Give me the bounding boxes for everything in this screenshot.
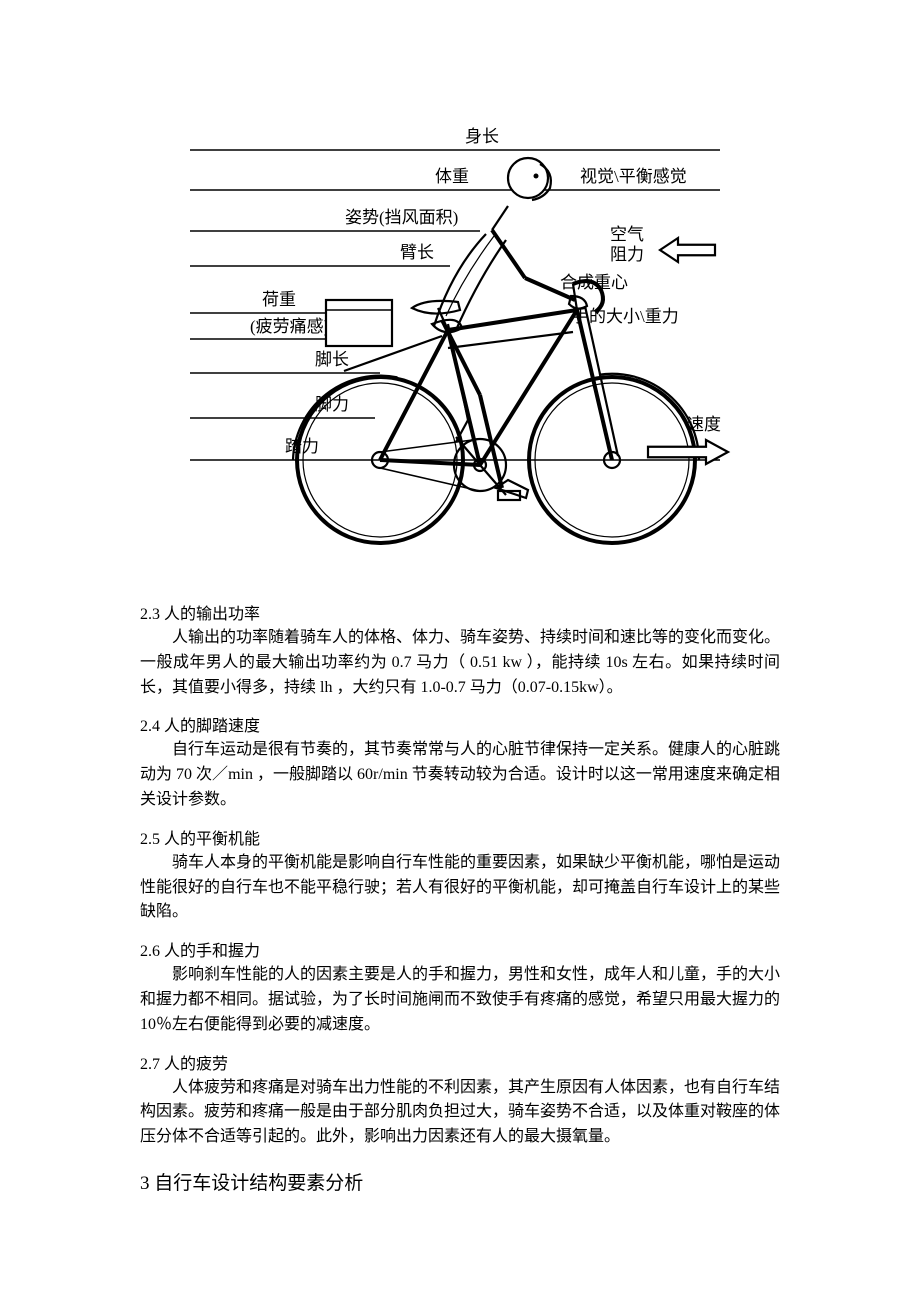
svg-text:踏力: 踏力 <box>285 437 319 456</box>
text-sections: 2.3 人的输出功率人输出的功率随着骑车人的体格、体力、骑车姿势、持续时间和速比… <box>140 600 780 1150</box>
svg-text:速度: 速度 <box>687 415 721 434</box>
svg-text:手的大小\重力: 手的大小\重力 <box>572 307 679 326</box>
diagram-svg: 身长体重姿势(挡风面积)臂长荷重(疲劳痛感)脚长脚力踏力视觉\平衡感觉空气阻力合… <box>180 120 740 560</box>
svg-text:视觉\平衡感觉: 视觉\平衡感觉 <box>580 167 687 186</box>
subheading: 2.5 人的平衡机能 <box>140 825 780 849</box>
paragraph: 骑车人本身的平衡机能是影响自行车性能的重要因素，如果缺少平衡机能，哪怕是运动性能… <box>140 851 780 925</box>
svg-text:身长: 身长 <box>465 127 499 146</box>
svg-text:姿势(挡风面积): 姿势(挡风面积) <box>345 208 458 227</box>
section-3-heading: 3 自行车设计结构要素分析 <box>140 1168 780 1195</box>
subheading: 2.4 人的脚踏速度 <box>140 712 780 736</box>
document-page: 身长体重姿势(挡风面积)臂长荷重(疲劳痛感)脚长脚力踏力视觉\平衡感觉空气阻力合… <box>0 0 920 1261</box>
svg-text:荷重: 荷重 <box>262 290 296 309</box>
svg-text:(疲劳痛感): (疲劳痛感) <box>250 317 329 336</box>
paragraph: 自行车运动是很有节奏的，其节奏常常与人的心脏节律保持一定关系。健康人的心脏跳动为… <box>140 738 780 812</box>
subheading: 2.6 人的手和握力 <box>140 937 780 961</box>
bicycle-ergonomics-diagram: 身长体重姿势(挡风面积)臂长荷重(疲劳痛感)脚长脚力踏力视觉\平衡感觉空气阻力合… <box>180 120 740 560</box>
subheading: 2.7 人的疲劳 <box>140 1050 780 1074</box>
svg-text:臂长: 臂长 <box>400 243 434 262</box>
paragraph: 人体疲劳和疼痛是对骑车出力性能的不利因素，其产生原因有人体因素，也有自行车结构因… <box>140 1076 780 1150</box>
subheading: 2.3 人的输出功率 <box>140 600 780 624</box>
svg-text:阻力: 阻力 <box>610 245 644 264</box>
paragraph: 人输出的功率随着骑车人的体格、体力、骑车姿势、持续时间和速比等的变化而变化。一般… <box>140 626 780 700</box>
svg-text:空气: 空气 <box>610 225 644 244</box>
svg-text:合成重心: 合成重心 <box>560 273 628 292</box>
paragraph: 影响刹车性能的人的因素主要是人的手和握力，男性和女性，成年人和儿童，手的大小和握… <box>140 963 780 1037</box>
svg-text:脚长: 脚长 <box>315 350 349 369</box>
svg-text:体重: 体重 <box>435 167 469 186</box>
